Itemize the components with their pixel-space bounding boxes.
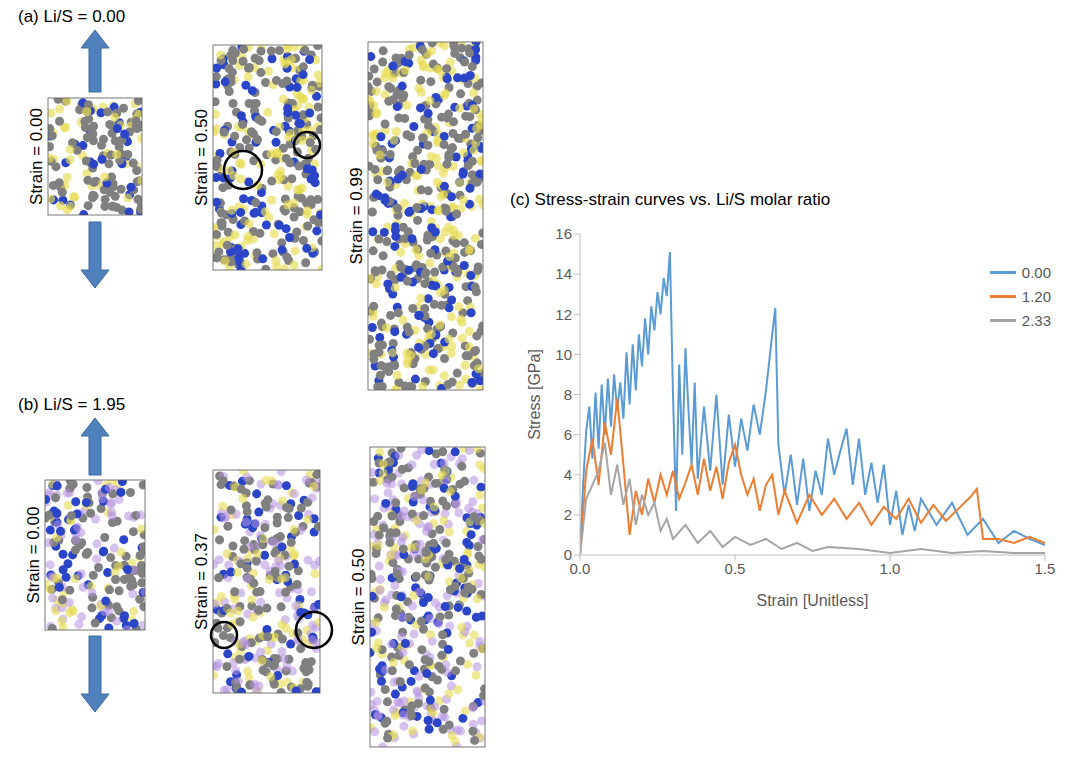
svg-text:Strain = 0.50: Strain = 0.50	[349, 549, 368, 646]
svg-text:10: 10	[555, 346, 572, 363]
svg-text:(a) Li/S = 0.00: (a) Li/S = 0.00	[18, 7, 125, 26]
svg-text:1.0: 1.0	[880, 560, 901, 577]
svg-text:8: 8	[564, 386, 572, 403]
svg-text:1.5: 1.5	[1035, 560, 1056, 577]
html-text:0.00: 0.00	[1021, 263, 1051, 281]
svg-text:4: 4	[564, 466, 572, 483]
svg-text:0.0: 0.0	[570, 560, 591, 577]
svg-text:Strain [Unitless]: Strain [Unitless]	[756, 592, 868, 609]
html-text:2.33: 2.33	[1021, 311, 1051, 329]
svg-text:Stress [GPa]: Stress [GPa]	[526, 349, 543, 440]
svg-text:Strain = 0.50: Strain = 0.50	[192, 109, 211, 206]
svg-text:2: 2	[564, 506, 572, 523]
html-text:1.20: 1.20	[1021, 287, 1051, 305]
svg-text:12: 12	[555, 306, 572, 323]
html-text:(c) Stress-strain curves vs. L: (c) Stress-strain curves vs. Li/S molar …	[510, 190, 831, 209]
svg-text:Strain = 0.99: Strain = 0.99	[347, 168, 366, 265]
svg-text:0.5: 0.5	[725, 560, 746, 577]
svg-text:Strain = 0.00: Strain = 0.00	[24, 507, 43, 604]
svg-text:6: 6	[564, 426, 572, 443]
svg-text:0: 0	[564, 546, 572, 563]
svg-text:Strain = 0.00: Strain = 0.00	[27, 108, 46, 205]
svg-text:Strain = 0.37: Strain = 0.37	[192, 533, 211, 630]
svg-text:14: 14	[555, 265, 572, 282]
svg-text:(b) Li/S = 1.95: (b) Li/S = 1.95	[18, 395, 125, 414]
svg-text:16: 16	[555, 225, 572, 242]
